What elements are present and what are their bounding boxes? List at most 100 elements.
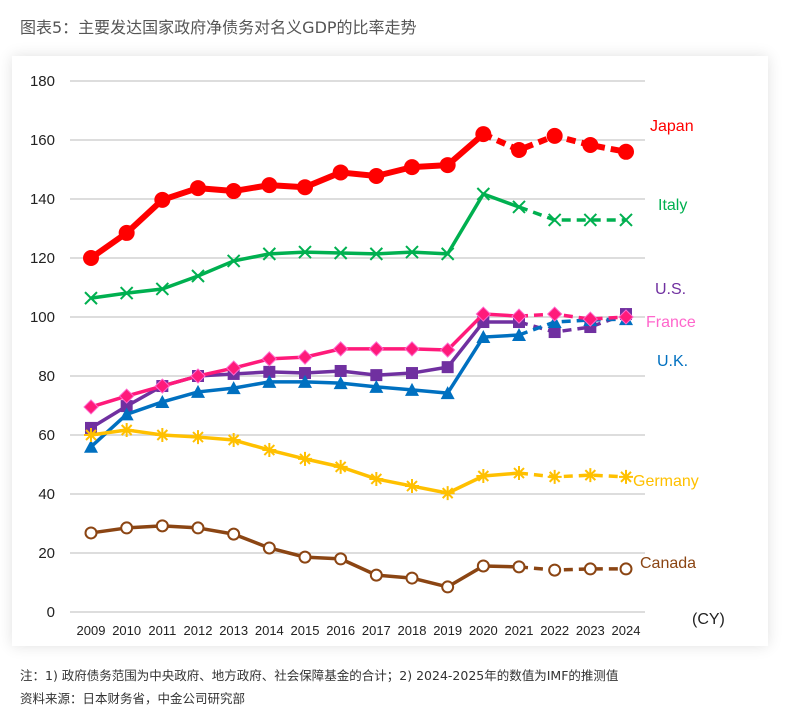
data-point-uk (512, 327, 526, 341)
y-tick-label: 80 (38, 368, 55, 385)
y-tick-label: 60 (38, 427, 55, 444)
data-point-us (263, 365, 276, 378)
data-point-japan (618, 143, 634, 160)
data-point-canada (84, 526, 98, 540)
data-point-uk (476, 330, 491, 344)
data-point-us (548, 326, 561, 339)
data-point-italy (583, 213, 598, 227)
series-line-japan (89, 131, 486, 261)
y-tick-label: 160 (30, 132, 55, 149)
x-tick-label: 2018 (398, 623, 427, 638)
series-label-italy: Italy (658, 197, 687, 214)
data-point-uk (440, 386, 455, 400)
data-point-italy (476, 187, 491, 201)
x-tick-label: 2015 (291, 623, 320, 638)
y-tick-label: 140 (30, 191, 55, 208)
data-point-italy (84, 291, 98, 305)
data-point-germany (405, 479, 419, 494)
data-point-canada (405, 571, 419, 585)
x-tick-label: 2017 (362, 623, 391, 638)
data-point-canada (298, 550, 312, 564)
data-point-canada (619, 562, 633, 576)
data-point-italy (262, 247, 277, 261)
y-tick-label: 120 (30, 250, 55, 267)
data-point-germany (84, 428, 98, 442)
data-point-japan (297, 179, 313, 196)
data-point-japan (118, 224, 135, 241)
data-point-france (332, 341, 349, 357)
x-tick-label: 2011 (148, 623, 176, 638)
data-point-germany (333, 459, 348, 474)
data-point-japan (475, 126, 492, 143)
data-point-us (370, 369, 383, 382)
data-point-germany (226, 433, 241, 448)
x-tick-label: 2022 (540, 623, 569, 638)
data-point-canada (191, 521, 205, 535)
chart-title: 图表5：主要发达国家政府净债务对名义GDP的比率走势 (20, 18, 417, 37)
data-point-germany (440, 486, 455, 501)
data-point-uk (226, 381, 241, 395)
data-point-japan (332, 164, 349, 181)
x-tick-label: 2013 (219, 623, 248, 638)
x-tick-label: 2016 (326, 623, 355, 638)
data-point-italy (440, 247, 455, 261)
data-point-germany (262, 443, 277, 458)
series-label-canada: Canada (640, 555, 696, 572)
data-point-uk (405, 382, 419, 396)
data-point-italy (333, 246, 348, 260)
data-point-france (261, 351, 278, 367)
data-point-japan (261, 177, 278, 194)
data-point-germany (512, 466, 526, 481)
data-point-us (334, 364, 347, 377)
data-point-us (120, 400, 133, 413)
data-point-germany (298, 451, 312, 466)
data-point-germany (155, 428, 170, 442)
data-point-japan (225, 183, 242, 200)
y-tick-label: 100 (30, 309, 55, 326)
series-label-uk: U.K. (657, 353, 688, 370)
data-point-japan (439, 157, 456, 174)
data-point-uk (298, 374, 312, 388)
chart-note: 注：1) 政府债务范围为中央政府、地方政府、社会保障基金的合计；2) 2024-… (20, 668, 619, 683)
x-tick-label: 2010 (112, 623, 141, 638)
x-tick-label: 2021 (505, 623, 534, 638)
data-point-france (404, 341, 420, 357)
series-line-forecast-germany (518, 471, 627, 479)
data-point-france (582, 311, 599, 327)
data-point-uk (84, 439, 98, 453)
data-point-japan (154, 191, 171, 208)
data-point-us (441, 361, 454, 374)
data-point-japan (546, 127, 563, 144)
y-tick-label: 20 (38, 545, 55, 562)
data-point-france (225, 360, 242, 376)
data-point-france (511, 308, 527, 324)
series-line-forecast-canada (518, 565, 626, 572)
data-point-canada (441, 580, 455, 594)
data-point-canada (334, 552, 348, 566)
data-point-germany (476, 469, 491, 484)
data-point-japan (511, 142, 527, 159)
data-point-japan (404, 159, 420, 176)
data-point-germany (547, 469, 562, 484)
data-point-uk (119, 407, 134, 421)
data-point-canada (476, 559, 490, 573)
data-point-france (297, 349, 313, 365)
data-point-france (618, 309, 634, 325)
data-point-germany (119, 422, 134, 437)
data-point-france (475, 306, 492, 322)
y-tick-label: 180 (30, 73, 55, 90)
series-label-france: France (646, 314, 696, 331)
data-point-italy (405, 245, 419, 259)
data-point-italy (547, 213, 562, 227)
data-point-italy (369, 247, 384, 261)
x-axis-label: (CY) (692, 611, 725, 628)
series-line-forecast-france (518, 312, 627, 321)
data-point-canada (369, 568, 383, 582)
data-point-uk (191, 384, 205, 398)
data-point-us (299, 367, 311, 380)
data-point-germany (191, 430, 205, 445)
data-point-us (406, 367, 418, 380)
data-point-italy (119, 286, 134, 300)
data-point-canada (262, 541, 276, 555)
y-tick-label: 0 (47, 604, 55, 621)
